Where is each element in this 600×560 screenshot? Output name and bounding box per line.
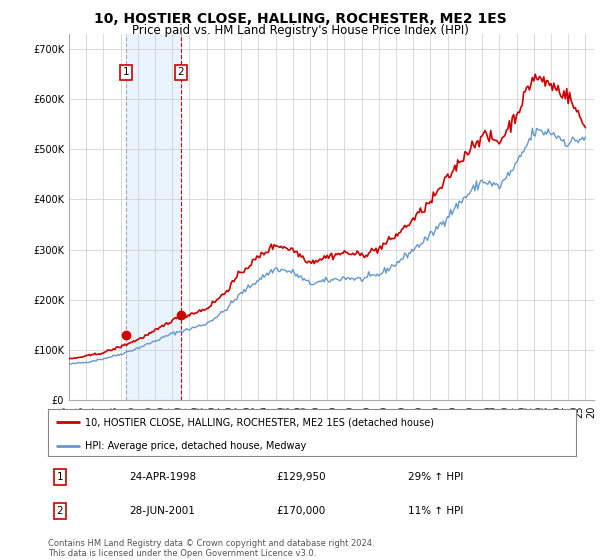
Text: 2: 2 [178,67,184,77]
Text: 1: 1 [122,67,129,77]
Text: HPI: Average price, detached house, Medway: HPI: Average price, detached house, Medw… [85,441,306,451]
Text: Price paid vs. HM Land Registry's House Price Index (HPI): Price paid vs. HM Land Registry's House … [131,24,469,37]
Text: 29% ↑ HPI: 29% ↑ HPI [408,472,463,482]
Text: £170,000: £170,000 [276,506,325,516]
Text: 2: 2 [56,506,64,516]
Bar [126,34,181,400]
Text: 28-JUN-2001: 28-JUN-2001 [129,506,195,516]
Text: 10, HOSTIER CLOSE, HALLING, ROCHESTER, ME2 1ES (detached house): 10, HOSTIER CLOSE, HALLING, ROCHESTER, M… [85,417,434,427]
Text: 10, HOSTIER CLOSE, HALLING, ROCHESTER, ME2 1ES: 10, HOSTIER CLOSE, HALLING, ROCHESTER, M… [94,12,506,26]
Text: 24-APR-1998: 24-APR-1998 [129,472,196,482]
Text: Contains HM Land Registry data © Crown copyright and database right 2024.
This d: Contains HM Land Registry data © Crown c… [48,539,374,558]
Text: 1: 1 [56,472,64,482]
Text: 11% ↑ HPI: 11% ↑ HPI [408,506,463,516]
Text: £129,950: £129,950 [276,472,326,482]
